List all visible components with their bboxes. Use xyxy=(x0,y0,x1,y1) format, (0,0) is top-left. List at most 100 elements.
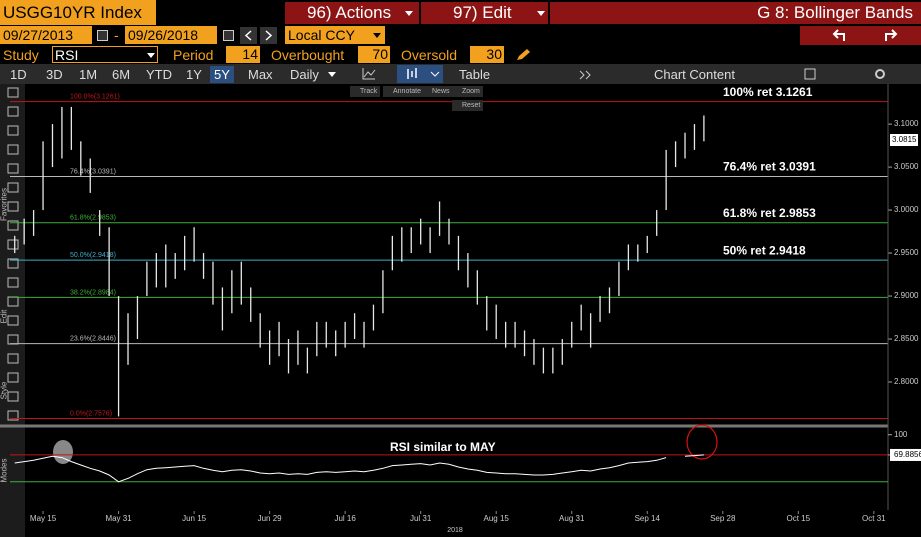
retracement-label: 50% ret 2.9418 xyxy=(723,243,806,257)
rsi-tick-label: 100 xyxy=(894,430,908,439)
chart-tool[interactable]: News xyxy=(422,86,453,97)
chart-tool[interactable]: Annotate xyxy=(383,86,425,97)
x-tick-label: Jun 29 xyxy=(258,514,283,523)
range-tab[interactable]: 6M xyxy=(112,67,131,82)
date-separator: - xyxy=(114,27,119,43)
toolbar-icon xyxy=(7,144,19,155)
x-tick-label: Aug 15 xyxy=(484,514,510,523)
toolbar-icon xyxy=(7,163,19,174)
rsi-tick-label: 69.8856 xyxy=(894,450,921,459)
toolbar-icon xyxy=(7,239,19,250)
ticker[interactable]: USGG10YR Index xyxy=(0,0,156,25)
retracement-label: 61.8% ret 2.9853 xyxy=(723,206,816,220)
actions-menu[interactable]: 96) Actions xyxy=(285,2,419,24)
highlight-ellipse xyxy=(53,440,73,464)
overbought-input[interactable]: 70 xyxy=(358,46,390,63)
chart-style-buttons[interactable] xyxy=(355,65,445,83)
retracement-label: 76.4% ret 3.0391 xyxy=(723,160,816,174)
toolbar-icon xyxy=(7,353,19,364)
x-tick-label: Aug 31 xyxy=(559,514,585,523)
nav-buttons[interactable] xyxy=(240,27,280,44)
chart-tool[interactable]: Reset xyxy=(452,100,484,111)
study-select[interactable]: RSI xyxy=(52,46,158,63)
y-tick-label: 2.8500 xyxy=(894,334,919,343)
overbought-label: Overbought xyxy=(271,47,345,63)
toolbar-icon xyxy=(7,277,19,288)
table-button[interactable]: Table xyxy=(459,67,491,82)
last-price-box xyxy=(890,134,918,147)
retracement-small-label: 50.0%(2.9418) xyxy=(70,252,116,259)
x-tick-label: Oct 31 xyxy=(862,514,886,523)
oversold-input[interactable]: 30 xyxy=(470,46,504,63)
period-label: Period xyxy=(173,47,214,63)
sidebar-label: Style xyxy=(0,381,9,400)
oversold-label: Oversold xyxy=(401,47,458,63)
year-label: 2018 xyxy=(447,527,463,534)
dropdown-arrow xyxy=(405,11,413,16)
start-date[interactable]: 09/27/2013 xyxy=(0,26,92,44)
toolbar-icon xyxy=(7,125,19,136)
dropdown-arrow xyxy=(328,72,336,77)
toolbar-icon xyxy=(7,258,19,269)
sidebar-label: Edit xyxy=(0,309,9,324)
chart-content-button[interactable]: Chart Content xyxy=(654,67,735,82)
pencil-icon[interactable] xyxy=(514,47,532,63)
x-tick-label: Jun 15 xyxy=(182,514,207,523)
left-toolbar xyxy=(0,84,25,537)
retracement-small-label: 0.0%(2.7576) xyxy=(70,410,112,417)
toolbar-icon xyxy=(7,315,19,326)
y-tick-label: 2.8000 xyxy=(894,377,919,386)
range-tab[interactable]: 1D xyxy=(10,67,27,82)
toolbar-icon xyxy=(7,201,19,212)
x-tick-label: Sep 14 xyxy=(635,514,661,523)
toolbar-icon xyxy=(7,106,19,117)
toolbar-icon xyxy=(7,410,19,421)
toolbar-icon xyxy=(7,87,19,98)
chart-bg xyxy=(0,84,921,537)
y-tick-label: 3.0000 xyxy=(894,205,919,214)
retracement-small-label: 76.4%(3.0391) xyxy=(70,168,116,175)
range-tab[interactable]: 1Y xyxy=(186,67,202,82)
retracement-small-label: 23.6%(2.8446) xyxy=(70,336,116,343)
x-tick-label: Jul 31 xyxy=(410,514,432,523)
toolbar-icon xyxy=(7,372,19,383)
sidebar-label: Favorites xyxy=(0,188,9,221)
retracement-small-label: 61.8%(2.9853) xyxy=(70,215,116,222)
range-tab[interactable]: YTD xyxy=(146,67,172,82)
toolbar-icon xyxy=(7,220,19,231)
retracement-small-label: 38.2%(2.8984) xyxy=(70,289,116,296)
range-tab[interactable]: Max xyxy=(248,67,273,82)
period-input[interactable]: 14 xyxy=(226,46,260,63)
range-tab[interactable]: 1M xyxy=(79,67,98,82)
last-price: 3.0815 xyxy=(892,135,917,144)
dropdown-arrow xyxy=(537,11,545,16)
dropdown-arrow xyxy=(147,53,155,58)
rsi-annotation: RSI similar to MAY xyxy=(390,440,496,454)
chart-tool[interactable]: Zoom xyxy=(452,86,483,97)
page-title: G 8: Bollinger Bands xyxy=(550,2,921,24)
collapse-icon[interactable] xyxy=(575,66,595,83)
x-tick-label: Sep 28 xyxy=(710,514,736,523)
rsi-value-box xyxy=(890,448,921,461)
x-tick-label: Oct 15 xyxy=(787,514,811,523)
calendar-icon[interactable] xyxy=(223,30,234,41)
range-tab[interactable]: 5Y xyxy=(210,66,234,83)
x-tick-label: Jul 16 xyxy=(334,514,356,523)
retracement-small-label: 100.0%(3.1261) xyxy=(70,94,120,101)
calendar-icon[interactable] xyxy=(97,30,108,41)
x-tick-label: May 15 xyxy=(30,514,57,523)
retracement-label: 100% ret 3.1261 xyxy=(723,85,813,99)
end-date[interactable]: 09/26/2018 xyxy=(125,26,217,44)
toolbar-icons[interactable] xyxy=(800,66,890,83)
undo-redo[interactable] xyxy=(800,26,921,45)
rsi-line xyxy=(14,454,704,483)
currency-select[interactable]: Local CCY xyxy=(285,26,385,44)
range-tab[interactable]: 3D xyxy=(46,67,63,82)
edit-menu[interactable]: 97) Edit xyxy=(421,2,548,24)
range-tab[interactable]: Daily xyxy=(290,67,319,82)
toolbar-icon xyxy=(7,391,19,402)
sidebar-label: Modes xyxy=(0,458,9,483)
chart-tool[interactable]: Track xyxy=(350,86,381,97)
